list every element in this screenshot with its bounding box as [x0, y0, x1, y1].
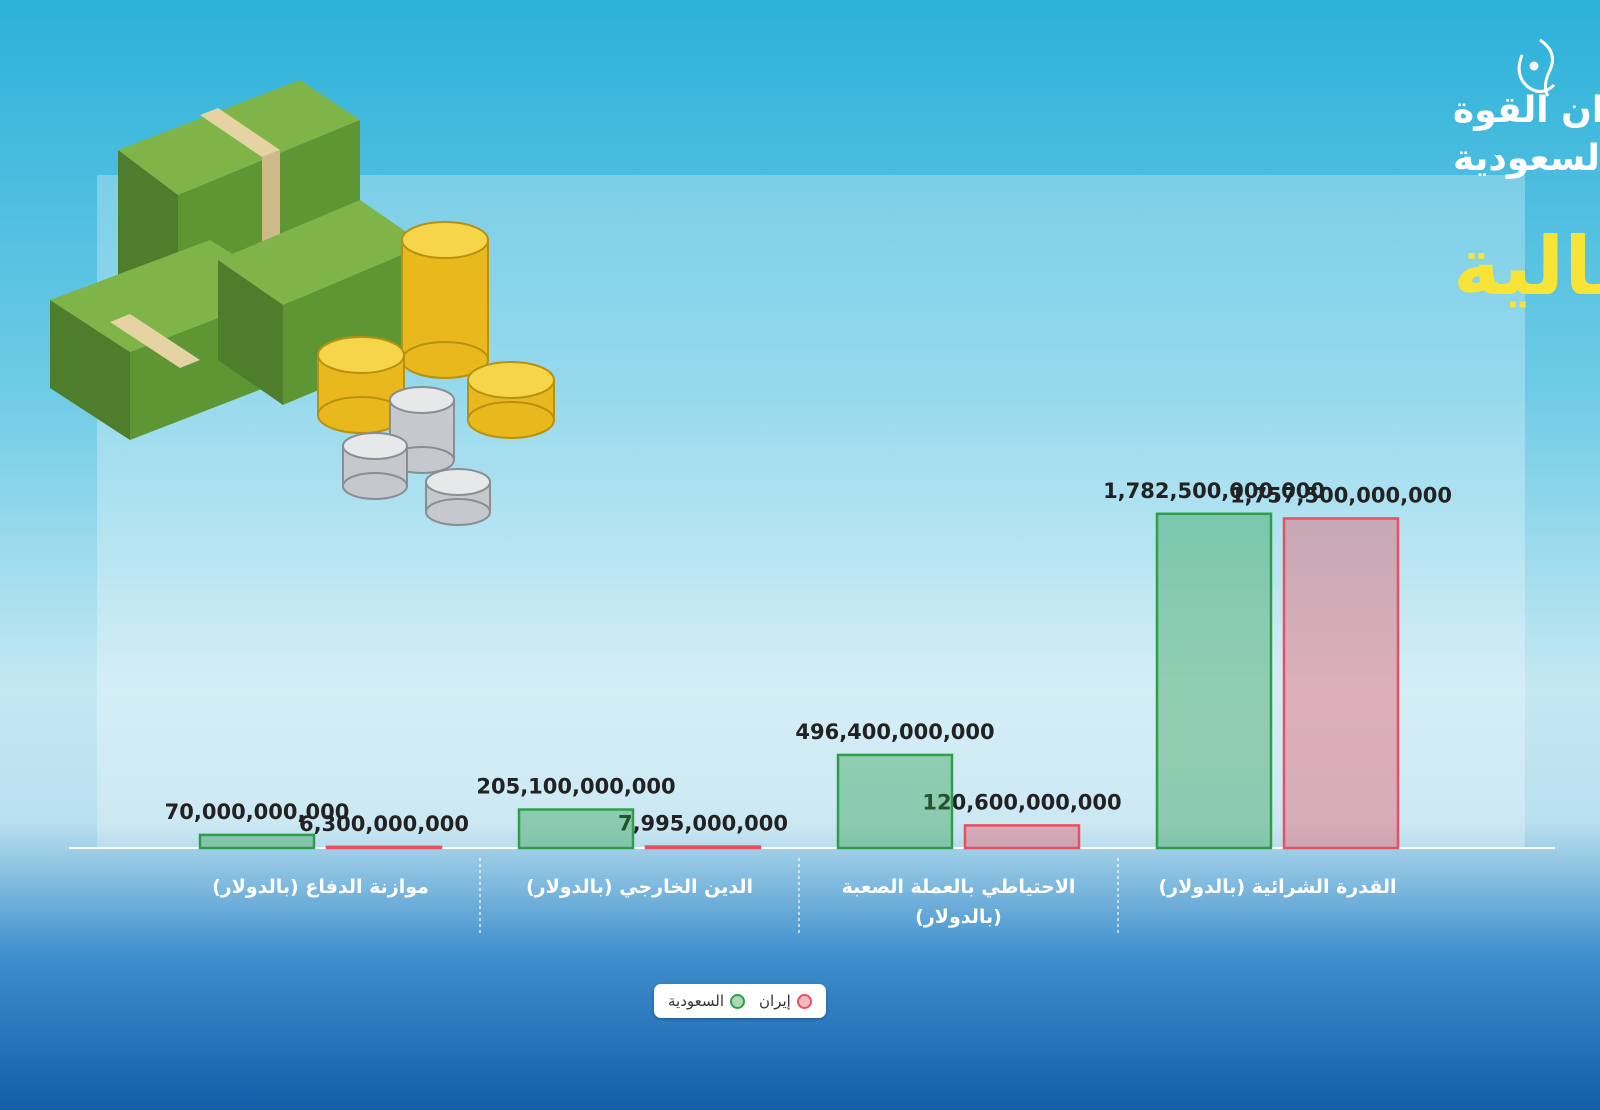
money-illustration: [50, 80, 555, 526]
bar: [836, 753, 954, 850]
bar: [325, 845, 443, 850]
value-label: 7,995,000,000: [618, 812, 788, 836]
silver-coins: [342, 386, 491, 526]
bar: [1155, 512, 1273, 850]
supertitle: ميزان القوة: [1453, 90, 1600, 131]
bar: [1282, 517, 1400, 850]
value-label: 1,782,500,000,000: [1103, 479, 1325, 503]
logo: [1517, 38, 1556, 97]
legend-marker: [796, 993, 812, 1009]
bar: [517, 808, 635, 850]
category-label: القدرة الشرائية (بالدولار): [1158, 876, 1397, 898]
chart-title: القدرات المالية: [1453, 220, 1600, 314]
legend-item: إيران: [759, 992, 812, 1010]
value-label: 496,400,000,000: [795, 720, 994, 744]
bar: [963, 824, 1081, 850]
legend: إيران السعودية: [654, 984, 826, 1018]
value-label: 70,000,000,000: [165, 800, 350, 824]
category-label: الدين الخارجي (بالدولار): [525, 876, 754, 898]
category-label: الاحتياطي بالعملة الصعبة (بالدولار): [841, 876, 1076, 928]
legend-label: إيران: [759, 992, 791, 1010]
value-label: 1,757,500,000,000: [1230, 483, 1452, 507]
category-label: موازنة الدفاع (بالدولار): [212, 876, 429, 898]
value-label: 205,100,000,000: [476, 775, 675, 799]
legend-label: السعودية: [668, 992, 725, 1010]
supertitle: بين إيران والسعودية: [1453, 138, 1600, 179]
value-label: 120,600,000,000: [922, 790, 1121, 814]
value-label: 6,300,000,000: [299, 812, 469, 836]
legend-item: السعودية: [668, 992, 746, 1010]
bar: [198, 833, 316, 850]
bar: [644, 845, 762, 850]
legend-marker: [730, 993, 746, 1009]
